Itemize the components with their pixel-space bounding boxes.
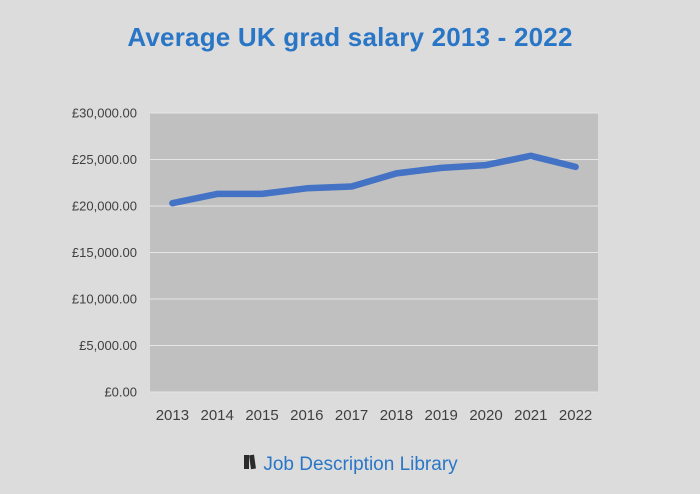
y-tick-label: £20,000.00 [72, 199, 137, 214]
series-line [169, 152, 579, 207]
chart-title: Average UK grad salary 2013 - 2022 [127, 22, 573, 52]
y-tick-label: £10,000.00 [72, 292, 137, 307]
y-tick-label: £25,000.00 [72, 152, 137, 167]
x-tick-label: 2018 [380, 407, 413, 424]
y-tick-label: £5,000.00 [79, 338, 137, 353]
x-tick-label: 2013 [156, 407, 189, 424]
x-tick-label: 2014 [201, 407, 234, 424]
x-tick-label: 2019 [425, 407, 458, 424]
y-tick-label: £0.00 [104, 385, 137, 400]
footer-branding: Job Description Library [0, 452, 700, 478]
x-tick-label: 2017 [335, 407, 368, 424]
x-tick-label: 2016 [290, 407, 323, 424]
book-icon [242, 452, 262, 478]
y-tick-label: £30,000.00 [72, 106, 137, 121]
footer-text: Job Description Library [263, 454, 458, 475]
x-tick-label: 2015 [245, 407, 278, 424]
x-tick-label: 2022 [559, 407, 592, 424]
x-tick-label: 2020 [469, 407, 502, 424]
x-tick-label: 2021 [514, 407, 547, 424]
y-tick-label: £15,000.00 [72, 245, 137, 260]
